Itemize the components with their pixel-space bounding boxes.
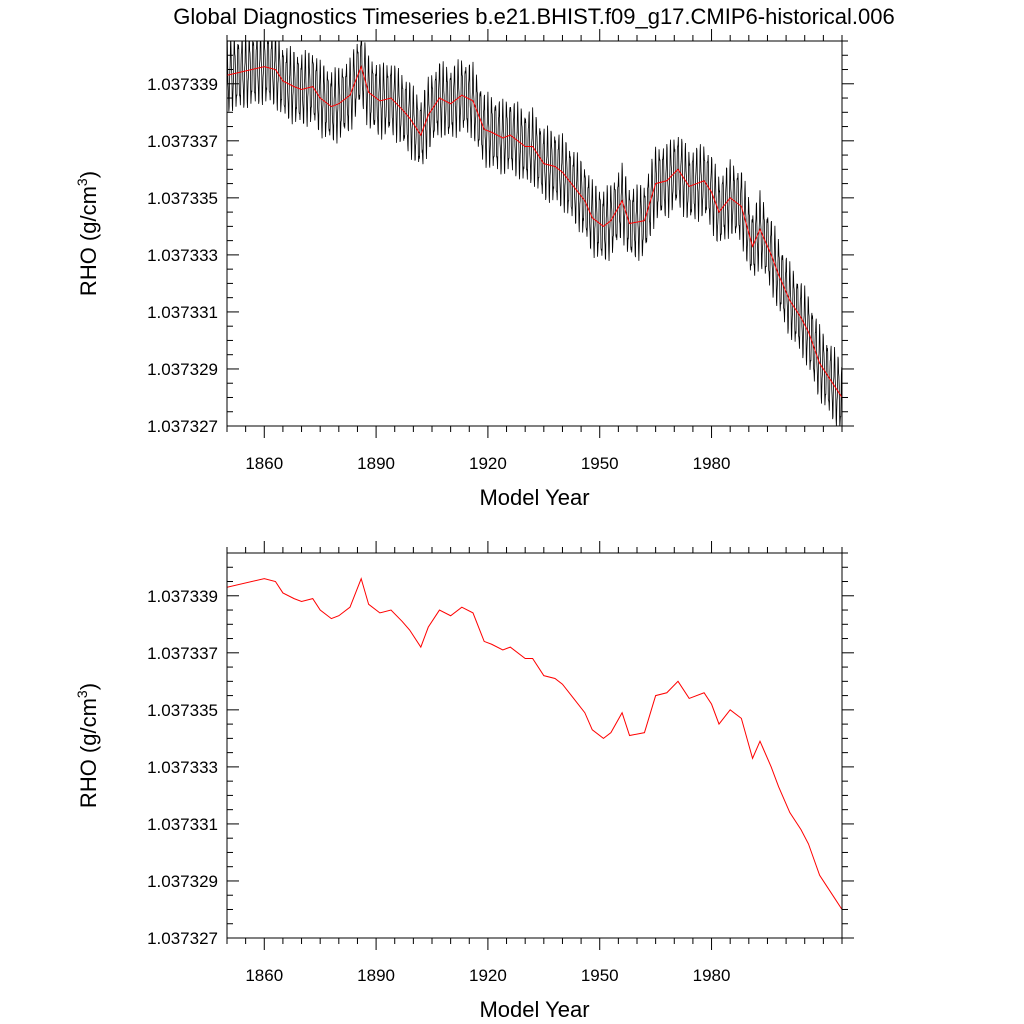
x-tick-label: 1980 <box>693 966 731 985</box>
x-axis-label: Model Year <box>479 485 589 510</box>
figure-title: Global Diagnostics Timeseries b.e21.BHIS… <box>173 4 894 29</box>
y-tick-label: 1.037337 <box>147 644 218 663</box>
x-tick-label: 1920 <box>469 454 507 473</box>
series-line-annual <box>227 577 842 910</box>
x-tick-label: 1860 <box>245 966 283 985</box>
y-axis-label: RHO (g/cm3) <box>74 171 101 296</box>
y-tick-label: 1.037339 <box>147 587 218 606</box>
y-tick-label: 1.037335 <box>147 701 218 720</box>
x-tick-label: 1860 <box>245 454 283 473</box>
series-line-monthly <box>227 41 842 426</box>
y-tick-label: 1.037333 <box>147 246 218 265</box>
top-panel-monthly-and-annual: 1860 1890 1920 1950 1980 1.037327 1.037329 1.03… <box>74 29 854 510</box>
y-tick-label: 1.037333 <box>147 758 218 777</box>
x-tick-label: 1890 <box>357 454 395 473</box>
y-tick-label: 1.037327 <box>147 929 218 948</box>
y-tick-label: 1.037331 <box>147 815 218 834</box>
y-tick-label: 1.037329 <box>147 360 218 379</box>
x-tick-label: 1980 <box>693 454 731 473</box>
y-tick-label: 1.037331 <box>147 303 218 322</box>
y-tick-label: 1.037329 <box>147 872 218 891</box>
x-tick-label: 1890 <box>357 966 395 985</box>
x-tick-label: 1950 <box>581 454 619 473</box>
x-tick-label: 1920 <box>469 966 507 985</box>
x-axis-label: Model Year <box>479 997 589 1022</box>
y-tick-label: 1.037339 <box>147 75 218 94</box>
y-tick-label: 1.037337 <box>147 132 218 151</box>
y-tick-label: 1.037335 <box>147 189 218 208</box>
bottom-panel-annual: 1860 1890 1920 1950 1980 1.037327 1.037329 1.03… <box>74 541 854 1022</box>
y-tick-label: 1.037327 <box>147 417 218 436</box>
series-line-annual <box>227 65 842 398</box>
plot-frame <box>226 552 843 939</box>
y-axis-label: RHO (g/cm3) <box>74 683 101 808</box>
plot-frame <box>226 40 843 427</box>
x-tick-label: 1950 <box>581 966 619 985</box>
